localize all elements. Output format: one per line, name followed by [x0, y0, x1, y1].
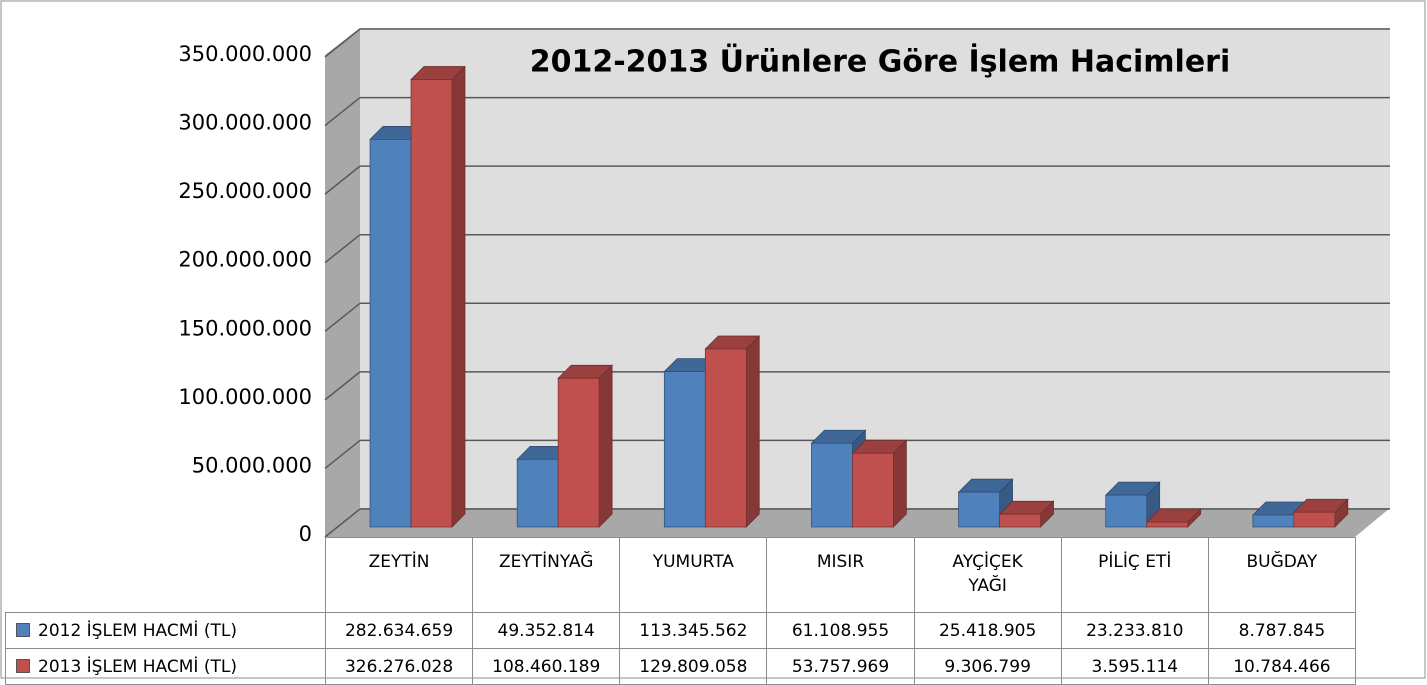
legend-label: 2013 İŞLEM HACMİ (TL) [38, 656, 237, 677]
category-cell: BUĞDAY [1207, 537, 1356, 613]
side-wall [325, 28, 360, 537]
value-cell: 108.460.189 [472, 648, 621, 685]
bar [1293, 511, 1336, 528]
value-cell: 25.418.905 [913, 612, 1062, 649]
bar [1252, 514, 1295, 528]
value-cell: 49.352.814 [472, 612, 621, 649]
bar-side [451, 65, 466, 528]
legend-swatch [16, 658, 30, 673]
bar-side [893, 439, 907, 528]
bar [516, 458, 559, 528]
category-label: AYÇİÇEK YAĞI [952, 552, 1023, 596]
legend-swatch [16, 622, 30, 637]
grid-line [324, 302, 361, 332]
value-cell: 61.108.955 [766, 612, 915, 649]
y-tick-label: 100.000.000 [178, 385, 312, 409]
data-table: ZEYTİN ZEYTİNYAĞ YUMURTA MISIR AYÇİÇEK YAĞI P… [5, 537, 1356, 685]
category-label: YUMURTA [652, 552, 734, 572]
category-label: PİLİÇ ETİ [1098, 552, 1172, 572]
grid-line [324, 234, 361, 264]
bar [663, 371, 706, 528]
bar [958, 491, 1000, 528]
value-cell: 10.784.466 [1207, 648, 1356, 685]
value-cell: 129.809.058 [619, 648, 768, 685]
category-cell: PİLİÇ ETİ [1060, 537, 1209, 613]
legend-cell: 2013 İŞLEM HACMİ (TL) [5, 648, 326, 685]
bar-side [745, 335, 760, 528]
grid-line [324, 508, 361, 538]
bar [1105, 494, 1148, 528]
grid-line [324, 96, 361, 127]
legend-label: 2012 İŞLEM HACMİ (TL) [38, 620, 237, 641]
category-row: ZEYTİN ZEYTİNYAĞ YUMURTA MISIR AYÇİÇEK YAĞI P… [5, 537, 1356, 613]
value-cell: 326.276.028 [324, 648, 474, 685]
series-row: 2012 İŞLEM HACMİ (TL) 282.634.659 49.352.8… [5, 612, 1356, 649]
blank-cell [5, 537, 326, 613]
y-tick-label: 200.000.000 [178, 248, 312, 272]
value-cell: 3.595.114 [1060, 648, 1209, 685]
category-cell: ZEYTİNYAĞ [472, 537, 621, 613]
category-cell: AYÇİÇEK YAĞI [913, 537, 1062, 613]
grid-line [324, 165, 361, 195]
category-cell: MISIR [766, 537, 915, 613]
grid-line [324, 371, 361, 401]
y-tick-label: 300.000.000 [178, 111, 312, 135]
y-tick-label: 250.000.000 [178, 179, 312, 203]
value-cell: 282.634.659 [324, 612, 474, 649]
legend-cell: 2012 İŞLEM HACMİ (TL) [5, 612, 326, 649]
y-tick-label: 150.000.000 [178, 316, 312, 340]
series-row: 2013 İŞLEM HACMİ (TL) 326.276.028 108.460.… [5, 648, 1356, 685]
bar-side [598, 364, 613, 528]
bar [811, 442, 853, 528]
chart-title: 2012-2013 Ürünlere Göre İşlem Hacimleri [530, 43, 1231, 80]
value-cell: 9.306.799 [913, 648, 1062, 685]
grid-line [324, 439, 361, 470]
value-cell: 23.233.810 [1060, 612, 1209, 649]
bar [852, 452, 894, 528]
value-cell: 8.787.845 [1207, 612, 1356, 649]
bar [369, 139, 412, 528]
category-label: BUĞDAY [1246, 552, 1318, 572]
bar [410, 79, 453, 528]
category-label: ZEYTİNYAĞ [498, 552, 594, 572]
value-cell: 53.757.969 [766, 648, 915, 685]
grid-line [324, 28, 361, 58]
bar [704, 348, 747, 528]
y-tick-label: 350.000.000 [178, 42, 312, 66]
category-label: ZEYTİN [368, 552, 430, 572]
category-label: MISIR [816, 552, 865, 572]
y-tick-label: 50.000.000 [192, 453, 312, 477]
bar [999, 513, 1041, 528]
bar [1146, 521, 1189, 528]
bar [557, 377, 600, 528]
category-cell: YUMURTA [619, 537, 768, 613]
value-cell: 113.345.562 [619, 612, 768, 649]
category-cell: ZEYTİN [324, 537, 474, 613]
back-wall [360, 28, 1390, 508]
